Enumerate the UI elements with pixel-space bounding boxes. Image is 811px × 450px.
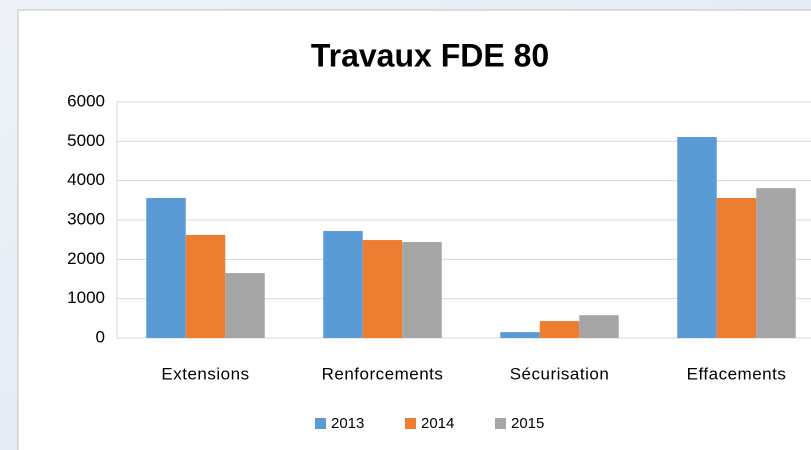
legend-swatch	[405, 418, 416, 429]
x-tick-label: Extensions	[161, 364, 249, 383]
bar	[225, 273, 265, 338]
bar	[500, 332, 540, 338]
y-tick-label: 2000	[67, 249, 105, 268]
bar	[323, 231, 363, 338]
bar	[185, 234, 226, 338]
legend-label: 2014	[421, 415, 454, 432]
x-tick-label: Effacements	[687, 364, 787, 383]
legend-swatch	[495, 418, 506, 429]
bar	[362, 240, 403, 338]
bar	[539, 321, 580, 338]
y-tick-label: 1000	[67, 288, 105, 307]
legend-swatch	[315, 418, 326, 429]
y-tick-label: 6000	[67, 91, 105, 110]
bar	[402, 242, 442, 338]
y-tick-label: 5000	[67, 131, 105, 150]
x-tick-label: Renforcements	[322, 364, 444, 383]
bar	[677, 137, 717, 338]
bar	[579, 315, 619, 338]
y-tick-label: 3000	[67, 209, 105, 228]
y-tick-label: 4000	[67, 170, 105, 189]
x-tick-label: Sécurisation	[510, 364, 610, 383]
legend-label: 2013	[331, 415, 364, 432]
legend-label: 2015	[511, 415, 544, 432]
bar	[756, 188, 796, 338]
bar	[146, 197, 186, 338]
y-tick-label: 0	[96, 327, 105, 346]
bar	[716, 197, 757, 338]
chart-title: Travaux FDE 80	[311, 37, 549, 73]
